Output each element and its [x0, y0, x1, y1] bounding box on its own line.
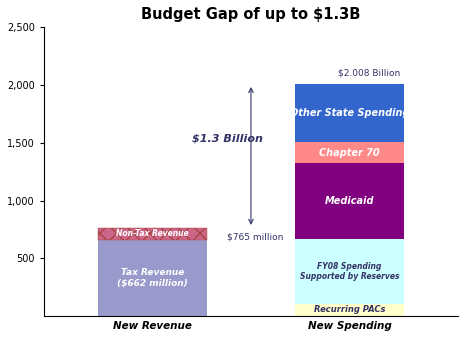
Text: Other State Spending: Other State Spending [290, 108, 409, 118]
Text: $2.008 Billion: $2.008 Billion [338, 69, 400, 78]
Bar [295, 304, 404, 316]
Text: Tax Revenue
($662 million): Tax Revenue ($662 million) [117, 268, 188, 288]
Title: Budget Gap of up to $1.3B: Budget Gap of up to $1.3B [141, 7, 361, 22]
Bar [295, 84, 404, 142]
Text: $1.3 Billion: $1.3 Billion [192, 134, 263, 144]
Text: Medicaid: Medicaid [325, 196, 374, 206]
Text: Non-Tax Revenue: Non-Tax Revenue [116, 229, 189, 238]
Bar [295, 163, 404, 239]
Text: $765 million: $765 million [227, 233, 283, 241]
Text: -: - [46, 311, 50, 321]
Bar [295, 142, 404, 163]
Text: FY08 Spending
Supported by Reserves: FY08 Spending Supported by Reserves [300, 262, 399, 281]
Bar [98, 228, 206, 240]
Text: Chapter 70: Chapter 70 [319, 148, 380, 158]
Bar [98, 240, 206, 316]
Text: Recurring PACs: Recurring PACs [314, 306, 385, 314]
Bar [98, 228, 206, 240]
Bar [295, 239, 404, 304]
